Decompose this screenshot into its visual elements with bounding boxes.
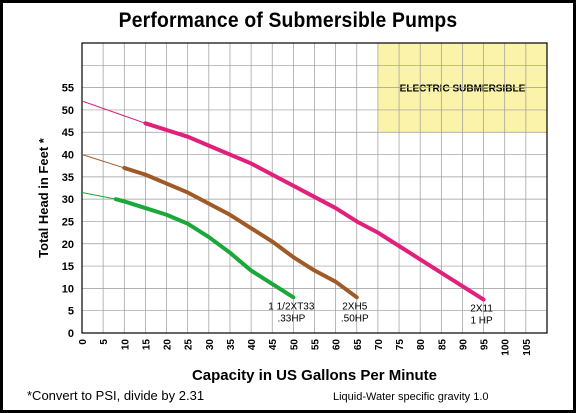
series-label: 1 1/2XT33 [268,301,315,312]
x-tick-label: 60 [332,339,343,351]
gravity-note: Liquid-Water specific gravity 1.0 [333,391,489,403]
y-tick-label: 55 [62,83,74,95]
y-tick-label: 45 [62,127,74,139]
chart-svg: ELECTRIC SUBMERSIBLE05101520253035404550… [36,42,548,384]
series-extrapolation-line [81,154,125,169]
series-label: .33HP [277,313,305,324]
x-tick-label: 55 [311,339,322,351]
y-tick-label: 20 [62,239,74,251]
x-tick-label: 5 [99,339,110,345]
x-tick-label: 100 [501,339,512,356]
chart-title: Performance of Submersible Pumps [118,9,458,32]
series-extrapolation-line [81,191,116,200]
y-tick-label: 5 [68,306,74,318]
psi-footnote: *Convert to PSI, divide by 2.31 [27,388,205,403]
y-tick-label: 15 [62,261,74,273]
series-line [113,197,296,300]
y-tick-label: 50 [62,105,74,117]
plot-border [81,42,548,334]
series-line [122,165,359,300]
x-tick-label: 95 [480,339,491,351]
x-tick-label: 20 [163,339,174,351]
x-tick-label: 70 [374,339,385,351]
series-label: 1 HP [470,316,493,327]
x-tick-label: 90 [458,339,469,351]
x-tick-label: 45 [268,339,279,351]
series-label: .50HP [341,313,369,324]
x-tick-label: 105 [522,339,533,356]
x-tick-label: 40 [247,339,258,351]
x-tick-label: 0 [78,339,89,345]
y-tick-label: 10 [62,283,74,295]
x-tick-label: 75 [395,339,406,351]
y-tick-label: 35 [62,172,74,184]
x-tick-label: 30 [205,339,216,351]
x-tick-label: 15 [141,339,152,351]
x-tick-label: 80 [416,339,427,351]
y-tick-label: 25 [62,216,74,228]
x-axis-title: Capacity in US Gallons Per Minute [192,367,437,384]
x-tick-label: 25 [184,339,195,351]
x-tick-label: 35 [226,339,237,351]
series-label: 2XH5 [342,301,367,312]
x-tick-label: 50 [289,339,300,351]
x-tick-label: 65 [353,339,364,351]
series-line [143,121,486,302]
series-label: 2X11 [470,304,493,315]
x-tick-label: 10 [120,339,131,351]
y-tick-label: 0 [68,328,74,340]
y-tick-label: 40 [62,150,74,162]
y-tick-label: 30 [62,194,74,206]
series-extrapolation-line [81,100,146,124]
x-tick-label: 85 [437,339,448,351]
y-axis-title: Total Head in Feet * [36,137,51,258]
